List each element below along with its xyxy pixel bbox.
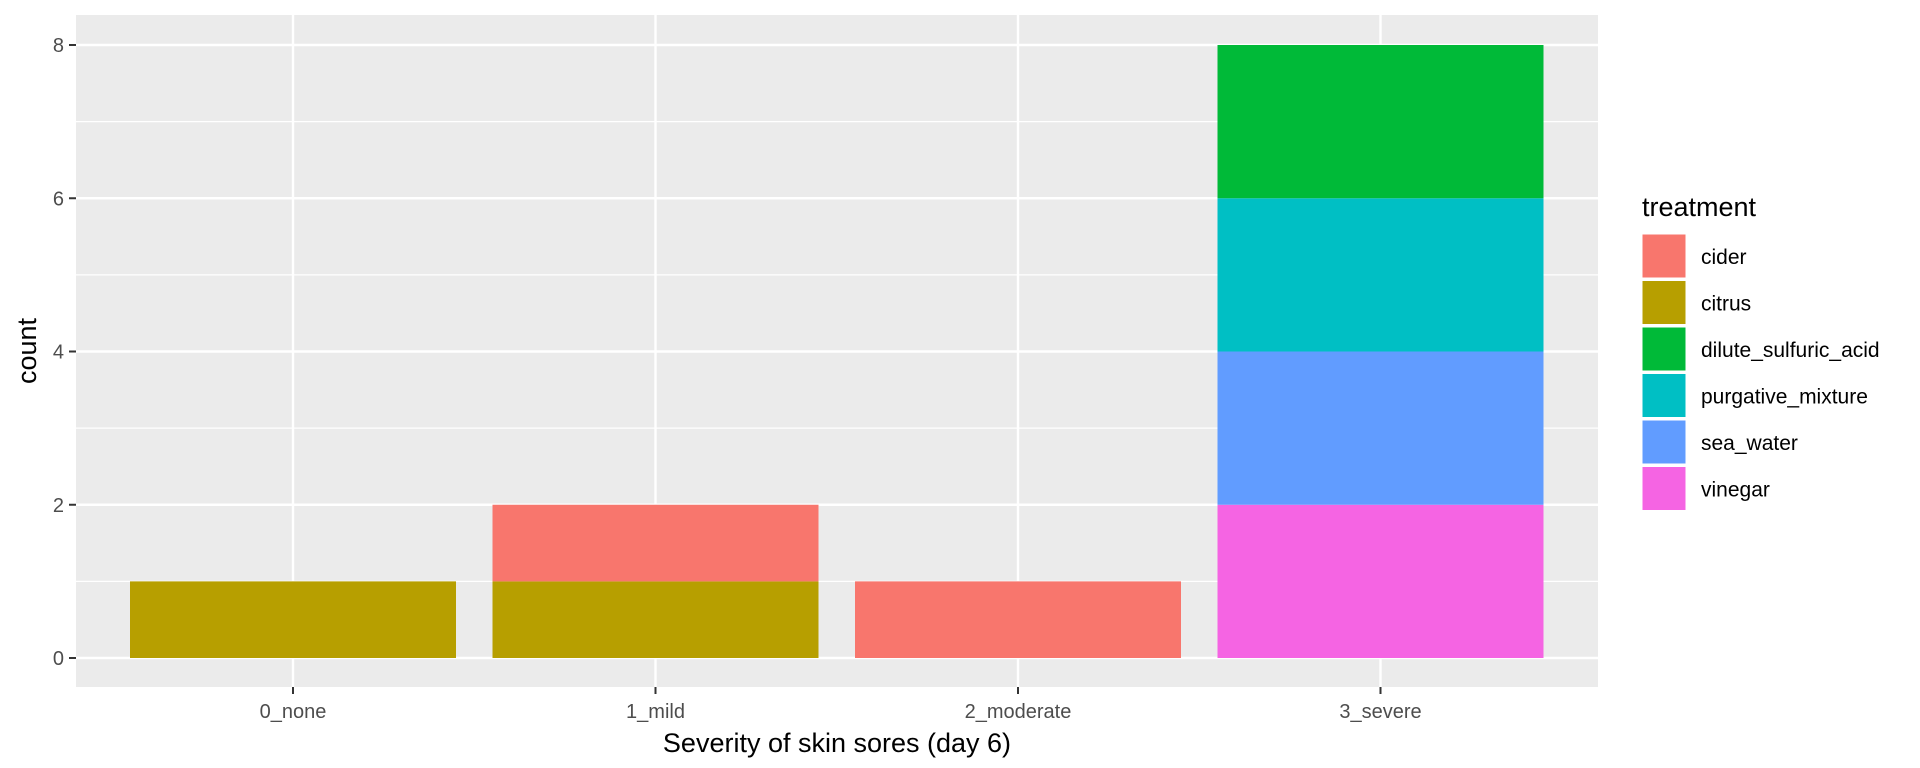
x-tick-label: 1_mild — [626, 701, 685, 723]
y-tick-label: 8 — [53, 35, 64, 57]
x-axis-title: Severity of skin sores (day 6) — [663, 728, 1011, 758]
legend-label-vinegar: vinegar — [1701, 479, 1770, 502]
bar-segment-cider-1_mild — [492, 504, 819, 582]
y-tick-label: 0 — [53, 648, 64, 670]
x-tick-label: 0_none — [260, 701, 327, 723]
legend-key-sea_water — [1641, 419, 1687, 465]
legend-label-cider: cider — [1701, 246, 1747, 269]
bar-segment-dilute_sulfuric_acid-3_severe — [1217, 45, 1544, 199]
bar-segment-citrus-0_none — [130, 581, 456, 658]
legend-label-purgative_mixture: purgative_mixture — [1701, 386, 1868, 409]
y-axis: 0 2 4 6 8 — [53, 35, 76, 670]
legend-key-citrus — [1641, 280, 1687, 325]
legend-title: treatment — [1642, 192, 1757, 222]
y-axis-title: count — [12, 317, 42, 384]
legend-label-citrus: citrus — [1701, 293, 1751, 316]
x-tick-label: 2_moderate — [965, 701, 1072, 723]
legend-key-vinegar — [1641, 466, 1687, 511]
legend: cider citrus dilute_sulfuric_acid purgative… — [1641, 233, 1880, 511]
y-tick-label: 6 — [53, 188, 64, 210]
bar-segment-purgative_mixture-3_severe — [1217, 198, 1544, 352]
legend-key-cider — [1641, 233, 1687, 279]
x-tick-label: 3_severe — [1339, 701, 1421, 723]
bar-segment-vinegar-3_severe — [1217, 504, 1544, 658]
bar-segment-cider-2_moderate — [855, 581, 1181, 658]
y-tick-label: 4 — [53, 342, 64, 364]
legend-key-dilute_sulfuric_acid — [1641, 326, 1687, 372]
bar-segment-sea_water-3_severe — [1217, 351, 1544, 505]
bar-segment-citrus-1_mild — [492, 581, 819, 658]
legend-key-purgative_mixture — [1641, 373, 1687, 418]
x-axis: 0_none 1_mild 2_moderate 3_severe — [260, 687, 1422, 723]
y-tick-label: 2 — [53, 495, 64, 517]
legend-label-dilute_sulfuric_acid: dilute_sulfuric_acid — [1701, 339, 1880, 362]
legend-label-sea_water: sea_water — [1701, 432, 1798, 455]
bars — [130, 45, 1544, 658]
